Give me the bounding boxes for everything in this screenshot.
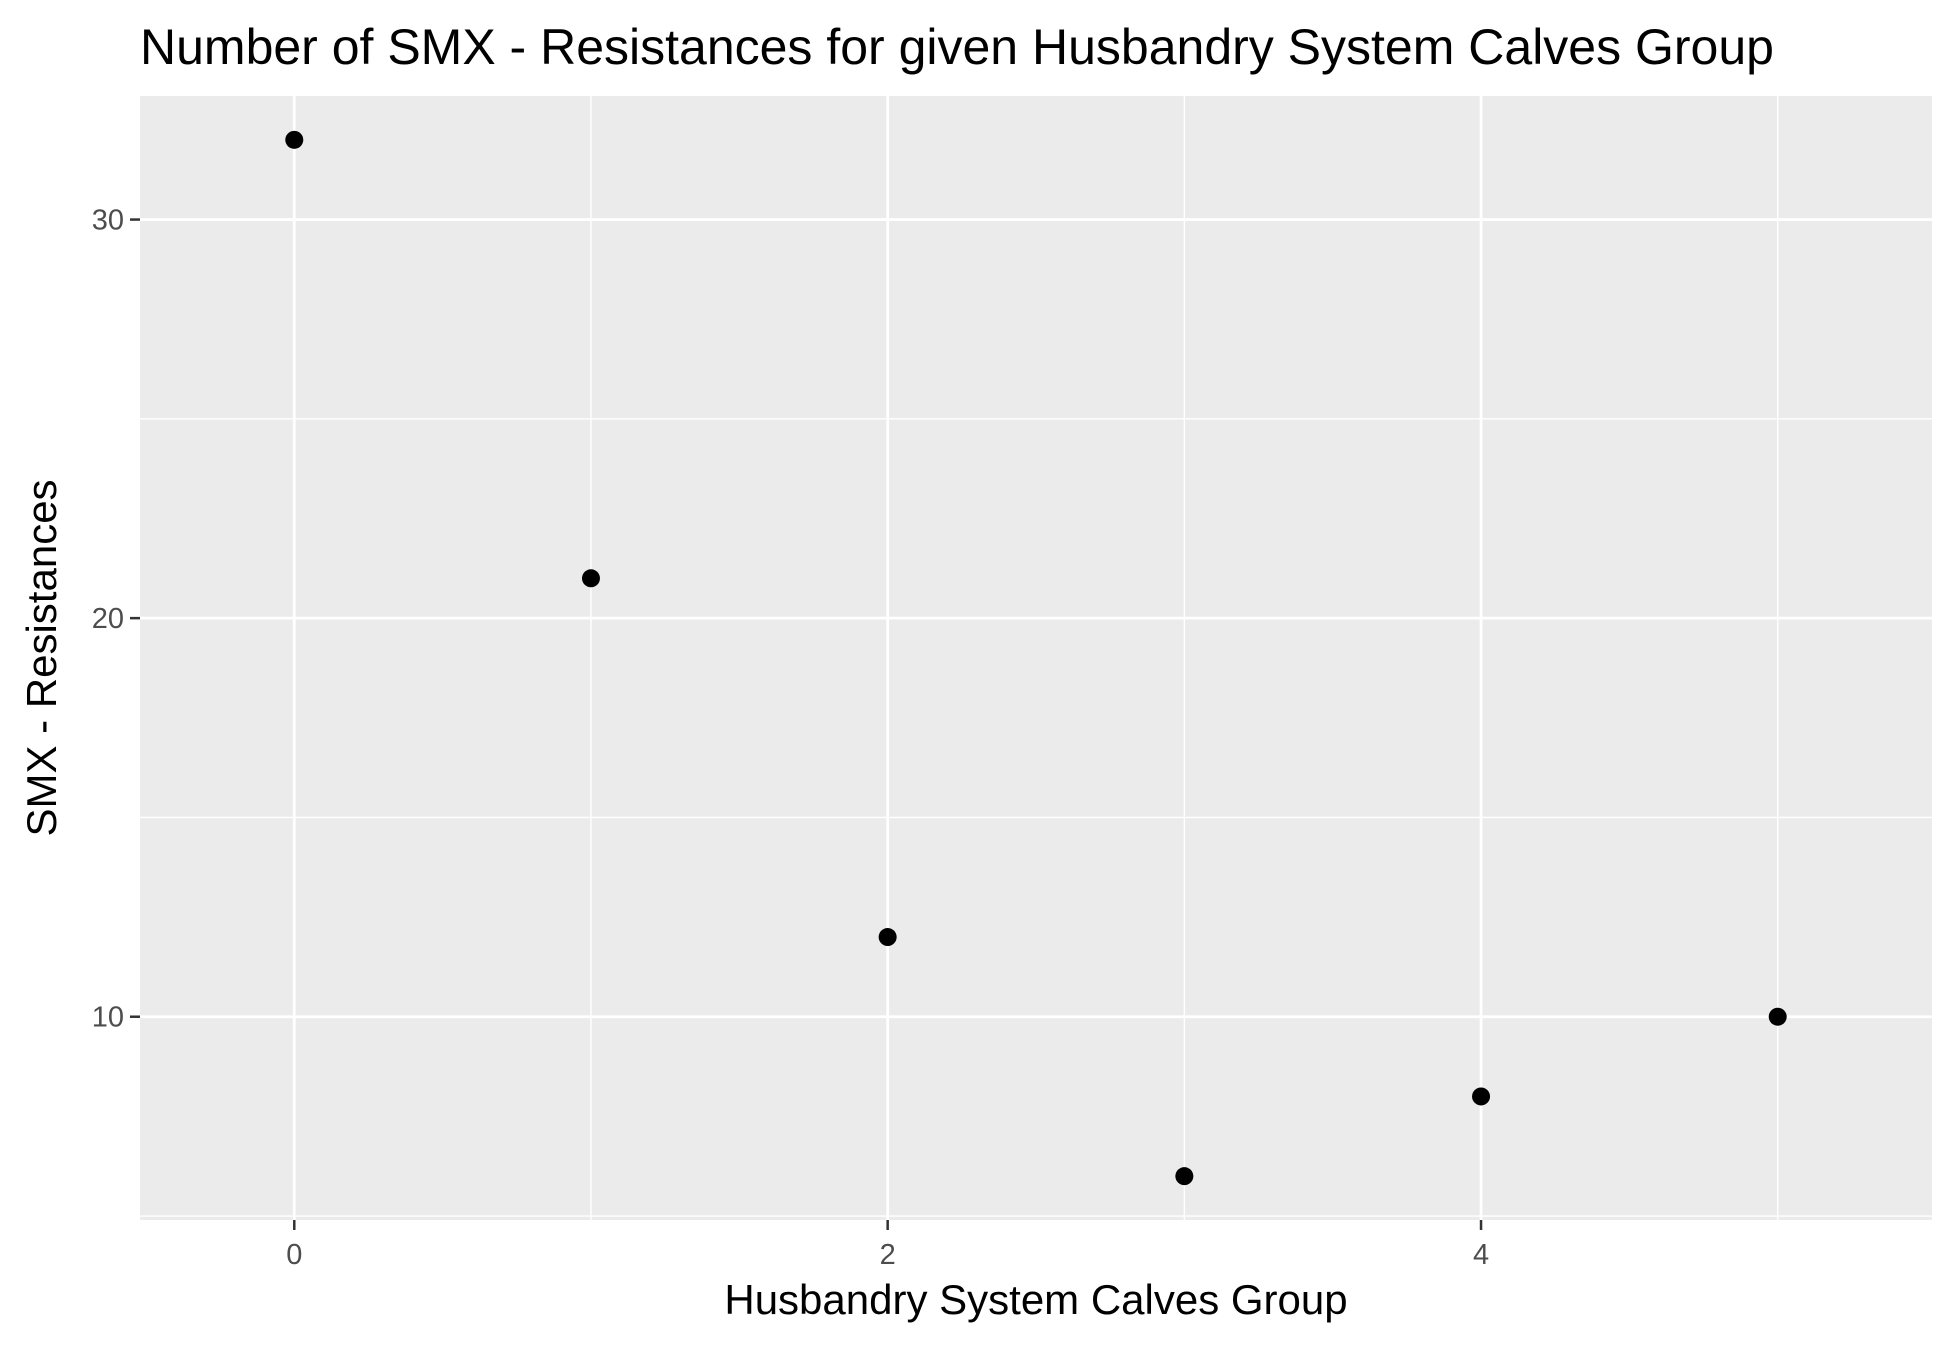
data-points [285, 130, 1787, 1186]
x-axis: 0 2 4 [286, 1220, 1489, 1271]
y-axis: 10 20 30 [92, 205, 140, 1034]
data-point [581, 569, 600, 588]
x-axis-title: Husbandry System Calves Group [724, 1276, 1347, 1323]
data-point [1768, 1007, 1787, 1026]
y-tick-label: 10 [92, 1002, 124, 1034]
x-tick-label: 2 [880, 1239, 896, 1271]
data-point [285, 130, 304, 149]
minor-grid [140, 96, 1932, 1220]
data-point [1472, 1087, 1491, 1106]
major-grid [140, 96, 1932, 1220]
y-tick-label: 20 [92, 603, 124, 635]
y-tick-label: 30 [92, 205, 124, 237]
x-tick-label: 4 [1473, 1239, 1489, 1271]
plot-panel [140, 96, 1932, 1220]
x-tick-label: 0 [286, 1239, 302, 1271]
data-point [1175, 1167, 1194, 1186]
chart-title: Number of SMX - Resistances for given Hu… [140, 19, 1774, 75]
y-axis-title: SMX - Resistances [18, 479, 65, 836]
data-point [878, 928, 897, 947]
